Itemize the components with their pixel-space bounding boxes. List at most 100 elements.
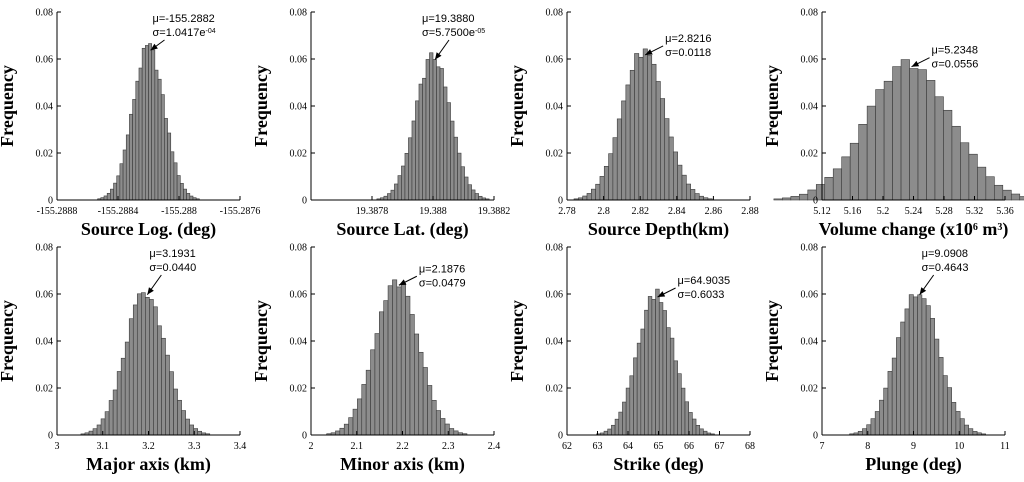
x-tick-label: 5.24: [905, 206, 923, 217]
histogram-bar: [457, 152, 462, 201]
x-tick-label: 65: [654, 441, 664, 452]
histogram-bar: [92, 428, 98, 436]
histogram-bar: [119, 163, 124, 201]
histogram-bar: [799, 193, 809, 201]
x-tick-label: 9: [911, 441, 916, 452]
y-tick-label: 0.02: [546, 384, 564, 395]
histogram-bar: [692, 418, 697, 436]
histogram-bar: [968, 153, 978, 201]
histogram-bars: [80, 292, 211, 436]
histogram-bar: [125, 134, 130, 201]
x-tick-label: 2.4: [488, 441, 501, 452]
x-axis-title-part: Strike (deg): [613, 454, 703, 475]
histogram-bar: [145, 45, 149, 201]
histogram-bar: [112, 389, 118, 436]
x-axis-title-part: Source Log. (deg): [81, 219, 216, 240]
mu-label: μ=64.9035: [678, 275, 731, 287]
histogram-bar: [642, 48, 648, 201]
histogram-bar: [164, 118, 168, 201]
x-axis-title-part: Volume change (x10: [819, 219, 973, 240]
annotation-arrow-head: [435, 52, 442, 60]
mu-label: μ=2.1876: [419, 263, 465, 275]
histogram-bar: [1010, 193, 1021, 201]
histogram-bar: [370, 349, 376, 436]
histogram-bar: [621, 100, 627, 201]
histogram-bar: [960, 142, 970, 201]
sigma-label: σ=0.6033: [678, 289, 725, 301]
histogram-bar: [900, 59, 910, 201]
y-tick-label: 0.06: [801, 55, 819, 66]
histogram-bar: [938, 357, 944, 436]
x-axis-title: Strike (deg): [613, 454, 703, 475]
x-tick-label: 64: [623, 441, 633, 452]
histogram-bar: [365, 369, 371, 436]
histogram-bar: [361, 384, 367, 436]
y-tick-label: 0.06: [290, 290, 308, 301]
x-tick-label: 62: [562, 441, 572, 452]
histogram-bar: [862, 428, 867, 436]
histogram-bar: [694, 193, 700, 201]
mu-label: μ=-155.2882: [153, 13, 215, 25]
histogram-panel-6: 0 0.02 0.04 0.06 0.08 2 2.1 2.2 2.3 2.4 Frequency M…: [251, 243, 500, 476]
histogram-bar: [959, 418, 965, 436]
histogram-bar: [464, 176, 469, 201]
histogram-bar: [655, 288, 660, 436]
histogram-bar: [141, 47, 146, 201]
histogram-bar: [179, 183, 184, 201]
histogram-bar: [857, 430, 863, 436]
y-tick-label: 0.06: [36, 290, 54, 301]
y-tick-label: 0.04: [290, 102, 308, 113]
histogram-bar: [611, 424, 616, 436]
histogram-bar: [651, 299, 656, 436]
x-tick-label: 2.86: [705, 206, 723, 217]
histogram-bar: [625, 84, 631, 201]
histogram-bar: [698, 195, 704, 201]
histogram-bar: [790, 196, 800, 201]
y-tick-label: 0.02: [801, 384, 819, 395]
y-tick-label: 0.06: [801, 290, 819, 301]
histogram-bar: [824, 177, 834, 201]
histogram-bar: [586, 193, 592, 201]
x-tick-label: 3.1: [97, 441, 110, 452]
histogram-bar: [378, 311, 384, 436]
mu-label: μ=3.1931: [149, 248, 195, 260]
histogram-bar: [629, 375, 634, 436]
y-tick-label: 0.04: [801, 102, 819, 113]
x-tick-label: 3.4: [234, 441, 247, 452]
histogram-bar: [357, 398, 363, 436]
histogram-bar: [383, 195, 388, 201]
histogram-bar: [681, 387, 686, 436]
histogram-bar: [460, 166, 465, 201]
histogram-bar: [595, 183, 601, 201]
y-tick-label: 0.04: [290, 337, 308, 348]
histogram-bar: [870, 418, 876, 436]
sigma-label: σ=0.0556: [932, 59, 979, 71]
histogram-bar: [647, 55, 653, 201]
histogram-bar: [926, 80, 936, 201]
y-tick-label: 0.04: [546, 337, 564, 348]
annotation-arrow-head: [919, 287, 927, 295]
histogram-bar: [387, 193, 392, 201]
histogram-bar: [673, 151, 678, 201]
y-tick-label: 0.08: [290, 8, 308, 19]
x-axis-title-superscript: 6: [973, 222, 978, 233]
x-tick-label: -155.2876: [220, 206, 261, 217]
x-tick-label: 5.2: [877, 206, 890, 217]
x-axis-title: Source Depth(km): [588, 219, 729, 240]
histogram-bar: [677, 164, 683, 201]
x-tick-label: 2.3: [442, 441, 455, 452]
histogram-bar: [170, 151, 175, 201]
histogram-bar: [157, 78, 162, 201]
histogram-bar: [994, 184, 1004, 201]
y-tick-label: 0.02: [546, 149, 564, 160]
y-tick-label: 0: [48, 431, 53, 442]
histogram-bar: [921, 298, 927, 436]
sigma-label: σ=0.0479: [419, 277, 466, 289]
histogram-bar: [841, 156, 851, 201]
histogram-bar: [686, 183, 691, 201]
histogram-bar: [113, 182, 118, 201]
histogram-bar: [664, 118, 670, 201]
histogram-bar: [616, 118, 622, 201]
histogram-bar: [404, 153, 409, 201]
y-tick-label: 0.06: [36, 55, 54, 66]
